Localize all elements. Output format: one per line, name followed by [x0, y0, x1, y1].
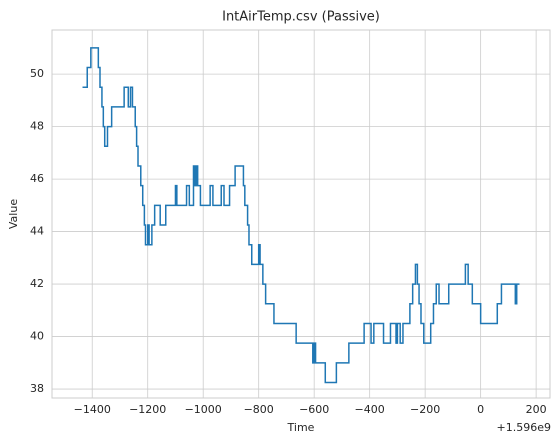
x-tick-label: −1200 — [129, 403, 166, 416]
x-tick-label: −600 — [299, 403, 329, 416]
y-tick-label: 44 — [30, 225, 44, 238]
x-offset-label: +1.596e9 — [497, 421, 551, 434]
x-tick-label: −1000 — [185, 403, 222, 416]
x-axis-label: Time — [287, 421, 315, 434]
x-tick-label: −800 — [244, 403, 274, 416]
x-tick-label: −200 — [410, 403, 440, 416]
y-tick-label: 46 — [30, 172, 44, 185]
x-tick-label: 200 — [526, 403, 547, 416]
y-tick-label: 38 — [30, 382, 44, 395]
x-tick-label: 0 — [477, 403, 484, 416]
y-tick-label: 42 — [30, 277, 44, 290]
y-tick-label: 50 — [30, 67, 44, 80]
x-tick-label: −1400 — [74, 403, 111, 416]
y-axis-label: Value — [7, 199, 20, 229]
y-tick-label: 40 — [30, 330, 44, 343]
line — [82, 47, 520, 384]
chart-title: IntAirTemp.csv (Passive) — [222, 10, 380, 25]
y-tick-label: 48 — [30, 120, 44, 133]
x-tick-label: −400 — [355, 403, 385, 416]
